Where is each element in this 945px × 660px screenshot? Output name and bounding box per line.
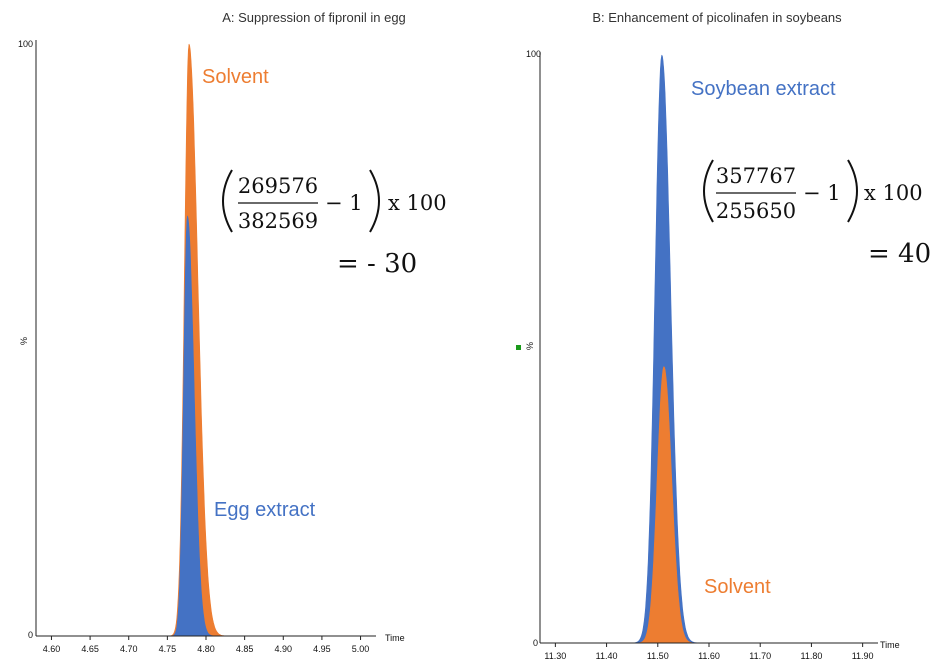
panel-b-times-100: x 100	[864, 181, 923, 205]
x-tick-label: 11.90	[852, 651, 874, 660]
panel-b-x-ticks: 11.30 11.40 11.50 11.60 11.70 11.80 11.90	[544, 643, 874, 660]
x-tick-label: 11.40	[596, 651, 618, 660]
x-tick-label: 11.60	[698, 651, 720, 660]
panel-a-minus-one: − 1	[325, 191, 363, 215]
panel-a-ytick-top: 100	[18, 39, 33, 49]
panel-b-y-label: %	[525, 342, 535, 350]
x-tick-label: 11.30	[544, 651, 566, 660]
panel-b-ytick-bottom: 0	[533, 638, 538, 648]
panel-b-numerator: 357767	[716, 164, 796, 188]
x-tick-label: 11.70	[749, 651, 771, 660]
panel-a-right-paren	[369, 169, 380, 233]
x-tick-label: 5.00	[352, 644, 370, 654]
x-tick-label: 4.90	[275, 644, 293, 654]
panel-b-solvent-label: Solvent	[704, 576, 771, 598]
panel-a-denominator: 382569	[238, 209, 318, 233]
x-tick-label: 4.85	[236, 644, 254, 654]
panel-a-equation: 269576 382569 − 1 x 100 = - 30	[222, 169, 447, 279]
peak-soybean-extract	[540, 54, 878, 644]
panel-a-y-label: %	[19, 337, 29, 345]
panel-a-title: A: Suppression of fipronil in egg	[222, 10, 406, 25]
panel-b-denominator: 255650	[716, 199, 796, 223]
x-tick-label: 4.80	[197, 644, 215, 654]
panel-b-ytick-top: 100	[526, 49, 541, 59]
panel-a-times-100: x 100	[388, 191, 447, 215]
x-tick-label: 4.65	[81, 644, 99, 654]
x-tick-label: 4.60	[43, 644, 61, 654]
panel-b-chart: B: Enhancement of picolinafen in soybean…	[516, 10, 931, 660]
x-tick-label: 11.50	[647, 651, 669, 660]
panel-b-equation: 357767 255650 − 1 x 100 = 40	[703, 159, 931, 269]
panel-a-x-label: Time	[385, 633, 405, 643]
panel-b-x-label: Time	[880, 640, 900, 650]
panel-b-soybean-extract-label: Soybean extract	[691, 78, 836, 100]
panel-a-egg-extract-label: Egg extract	[214, 499, 316, 521]
x-tick-label: 4.75	[159, 644, 177, 654]
peak-solvent	[36, 43, 376, 637]
panel-b-minus-one: − 1	[803, 181, 841, 205]
panel-a-solvent-label: Solvent	[202, 66, 269, 88]
panel-a-ytick-bottom: 0	[28, 630, 33, 640]
panel-a-chart: A: Suppression of fipronil in egg % 100 …	[18, 10, 447, 654]
x-tick-label: 4.70	[120, 644, 138, 654]
panel-a-plot	[36, 43, 376, 637]
panel-b-result: = 40	[868, 239, 931, 269]
panel-b-right-paren	[847, 159, 858, 223]
x-tick-label: 11.80	[800, 651, 822, 660]
panel-a-x-ticks: 4.60 4.65 4.70 4.75 4.80 4.85 4.90 4.95 5.00	[43, 636, 370, 654]
panel-b-title: B: Enhancement of picolinafen in soybean…	[592, 10, 842, 25]
x-tick-label: 4.95	[313, 644, 331, 654]
panel-a-result: = - 30	[337, 249, 417, 279]
panel-a-numerator: 269576	[238, 174, 318, 198]
panel-b-marker	[516, 345, 521, 350]
panel-a-left-paren	[222, 169, 233, 233]
panel-b-plot	[540, 54, 878, 644]
peak-solvent	[540, 366, 878, 644]
panel-b-left-paren	[703, 159, 714, 223]
